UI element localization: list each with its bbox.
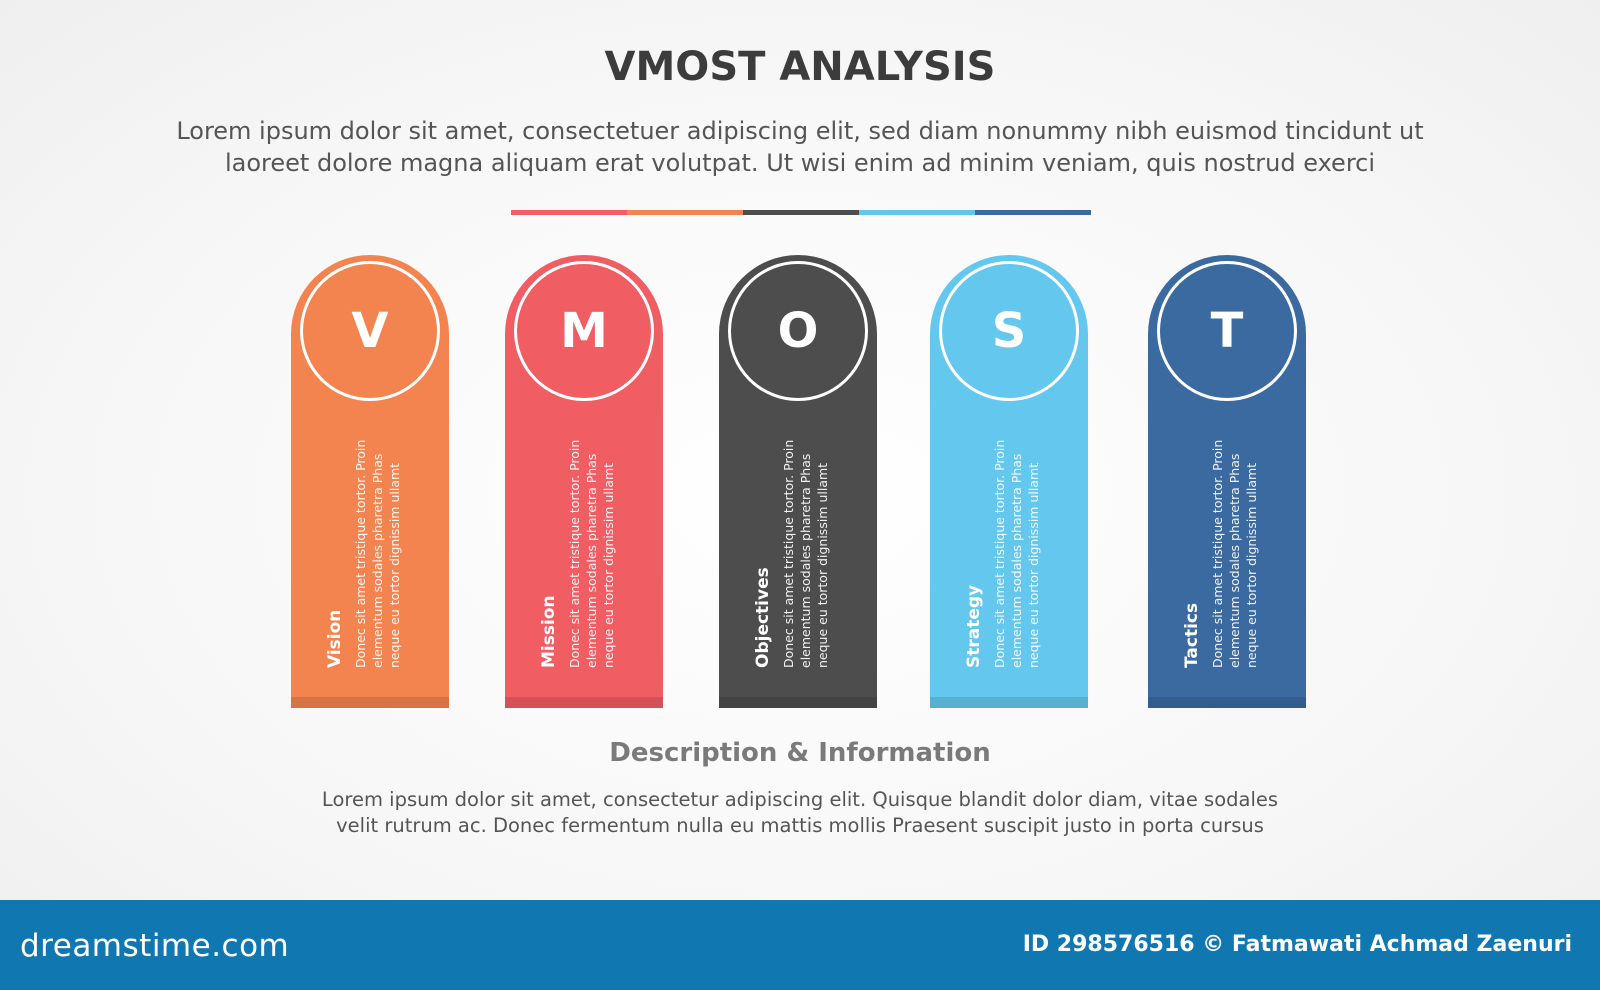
letter-circle: V: [300, 261, 440, 401]
card-body-line: neque eu tortor dignissim ullamt: [815, 462, 830, 668]
card-title: Tactics: [1182, 602, 1202, 668]
dreamstime-logo: dreamstime.com: [20, 928, 290, 964]
card-body-line: neque eu tortor dignissim ullamt: [1244, 462, 1259, 668]
card-body-line: neque eu tortor dignissim ullamt: [387, 462, 402, 668]
description-line-2: velit rutrum ac. Donec fermentum nulla e…: [336, 814, 1264, 837]
card-body-line: elementum sodales pharetra Phas: [1009, 453, 1024, 668]
image-credit: ID 298576516 © Fatmawati Achmad Zaenuri: [1022, 932, 1572, 957]
card-tactics: T Tactics Donec sit amet tristique tortor.…: [1148, 255, 1306, 708]
card-body-line: Donec sit amet tristique tortor. Proin: [1210, 439, 1225, 668]
description-line-1: Lorem ipsum dolor sit amet, consectetur …: [321, 788, 1279, 811]
card-letter: V: [351, 303, 389, 359]
letter-circle: S: [939, 261, 1079, 401]
card-title: Mission: [539, 595, 559, 668]
card-bottom-strip: [291, 697, 449, 708]
color-bar-segment: [627, 210, 743, 215]
color-bar-segment: [743, 210, 859, 215]
color-bar-segment: [511, 210, 627, 215]
card-body-line: neque eu tortor dignissim ullamt: [1026, 462, 1041, 668]
card-body-line: Donec sit amet tristique tortor. Proin: [567, 439, 582, 668]
card-bottom-strip: [930, 697, 1088, 708]
letter-circle: O: [728, 261, 868, 401]
card-title: Objectives: [753, 567, 773, 668]
card-body-line: Donec sit amet tristique tortor. Proin: [353, 439, 368, 668]
card-vision: V Vision Donec sit amet tristique tortor. …: [291, 255, 449, 708]
letter-circle: M: [514, 261, 654, 401]
card-strategy: S Strategy Donec sit amet tristique tortor…: [930, 255, 1088, 708]
card-bottom-strip: [1148, 697, 1306, 708]
card-bottom-strip: [719, 697, 877, 708]
card-letter: M: [560, 303, 608, 359]
card-body-line: elementum sodales pharetra Phas: [798, 453, 813, 668]
card-body-line: Donec sit amet tristique tortor. Proin: [781, 439, 796, 668]
color-bar-segment: [975, 210, 1091, 215]
card-body-line: elementum sodales pharetra Phas: [1227, 453, 1242, 668]
card-title: Strategy: [964, 584, 984, 668]
card-body-line: neque eu tortor dignissim ullamt: [601, 462, 616, 668]
color-bar-segment: [859, 210, 975, 215]
card-mission: M Mission Donec sit amet tristique tortor.…: [505, 255, 663, 708]
letter-circle: T: [1157, 261, 1297, 401]
card-letter: O: [777, 303, 819, 359]
card-objectives: O Objectives Donec sit amet tristique tort…: [719, 255, 877, 708]
color-bar: [511, 210, 1091, 215]
page-title: VMOST ANALYSIS: [604, 44, 996, 90]
card-body-line: Donec sit amet tristique tortor. Proin: [992, 439, 1007, 668]
subtitle-line-1: Lorem ipsum dolor sit amet, consectetuer…: [176, 117, 1424, 145]
card-bottom-strip: [505, 697, 663, 708]
card-title: Vision: [325, 609, 345, 668]
subtitle-line-2: laoreet dolore magna aliquam erat volutp…: [224, 149, 1376, 177]
card-letter: S: [991, 303, 1027, 359]
card-body-line: elementum sodales pharetra Phas: [370, 453, 385, 668]
card-letter: T: [1210, 303, 1244, 359]
description-title: Description & Information: [609, 738, 991, 768]
footer-bar: dreamstime.com ID 298576516 © Fatmawati …: [0, 900, 1600, 990]
card-body-line: elementum sodales pharetra Phas: [584, 453, 599, 668]
